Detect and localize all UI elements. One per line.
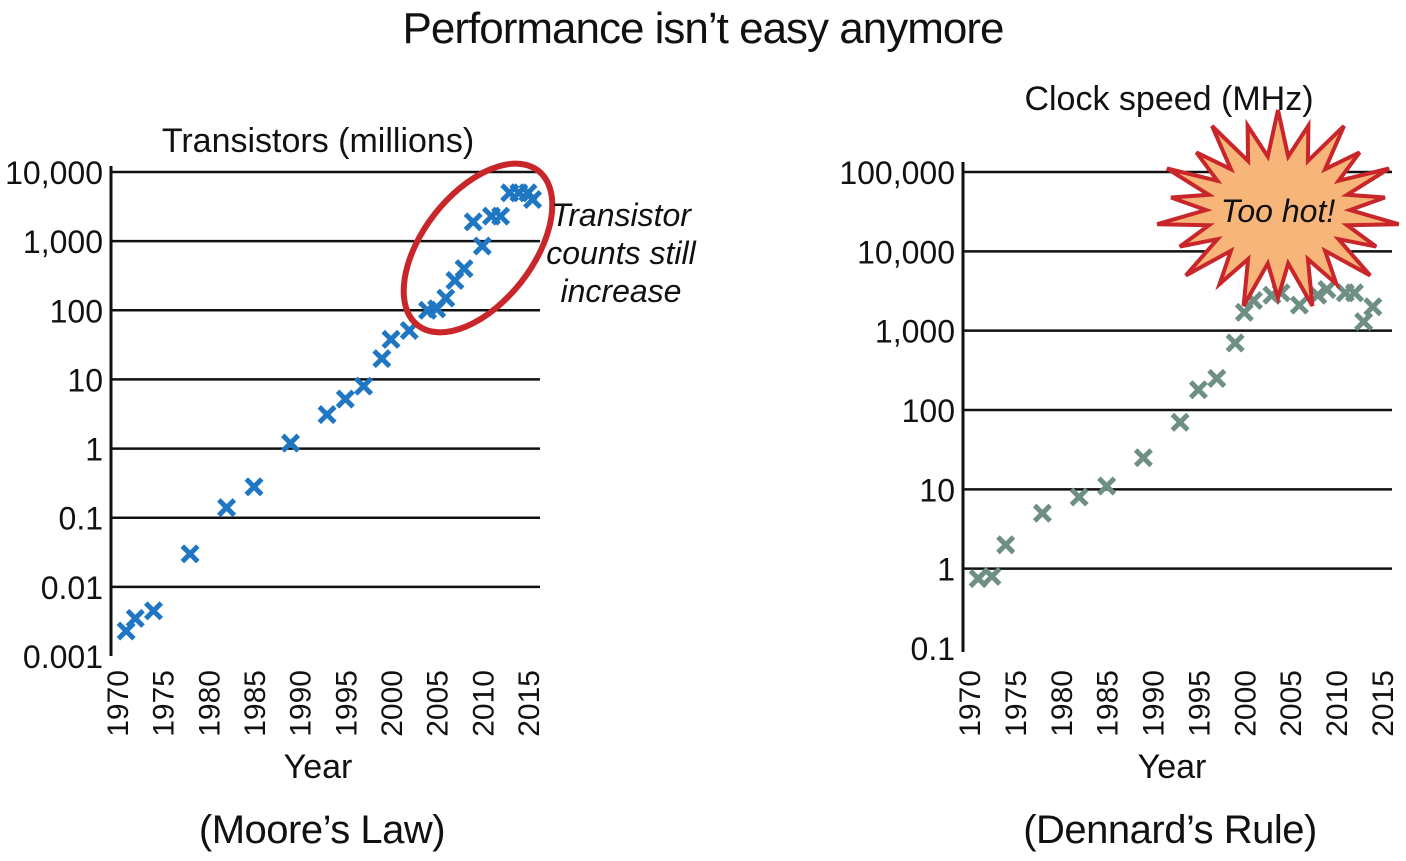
clock-speed-y-tick-labels: 0.1 1 10 100 1,000 10,000 100,000 — [839, 155, 955, 667]
clock-speed-x-tick-label: 2015 — [1367, 670, 1400, 737]
transistor-x-axis-label: Year — [284, 748, 353, 786]
transistor-y-tick-label: 10,000 — [5, 155, 103, 191]
transistor-annotation-line: increase — [561, 273, 682, 309]
clock-speed-data-point — [1354, 312, 1374, 332]
transistor-y-tick-label: 0.001 — [23, 639, 103, 675]
transistor-data-point — [381, 329, 401, 349]
transistor-y-tick-label: 0.01 — [41, 570, 103, 606]
transistor-data-point — [491, 206, 511, 226]
clock-speed-data-point — [982, 566, 1002, 586]
clock-speed-x-axis-label: Year — [1138, 748, 1207, 786]
moores-law-caption: (Moore’s Law) — [198, 808, 446, 852]
clock-speed-y-tick-label: 100 — [902, 393, 955, 429]
transistor-y-tick-label: 1,000 — [23, 224, 103, 260]
transistor-y-tick-label: 100 — [50, 293, 103, 329]
transistor-x-tick-label: 2005 — [422, 670, 455, 737]
transistor-highlight-ellipse — [400, 160, 556, 336]
clock-speed-x-tick-label: 2005 — [1275, 670, 1308, 737]
transistor-data-point — [372, 349, 392, 369]
transistor-x-tick-label: 1975 — [148, 670, 181, 737]
transistor-x-tick-label: 1970 — [102, 670, 135, 737]
transistor-x-tick-label: 1995 — [330, 670, 363, 737]
page-title: Performance isn’t easy anymore — [402, 4, 1005, 53]
clock-speed-data-point — [1069, 487, 1089, 507]
clock-speed-data-point — [1032, 503, 1052, 523]
clock-speed-data-points — [968, 279, 1383, 589]
transistor-data-point — [454, 259, 474, 279]
transistor-data-point — [335, 389, 355, 409]
clock-speed-data-point — [1344, 283, 1365, 303]
transistor-data-point — [399, 320, 419, 341]
transistor-annotation-line: counts still — [546, 235, 696, 271]
clock-speed-data-point — [968, 569, 988, 589]
clock-speed-x-tick-label: 2000 — [1229, 670, 1262, 737]
clock-speed-data-point — [1188, 380, 1208, 400]
clock-speed-chart-title: Clock speed (MHz) — [1024, 80, 1313, 118]
transistor-data-points — [116, 183, 543, 641]
transistor-x-tick-label: 1985 — [239, 670, 272, 737]
transistor-data-point — [523, 189, 543, 210]
clock-speed-x-tick-label: 1970 — [954, 670, 987, 737]
clock-speed-x-tick-label: 1980 — [1046, 670, 1079, 737]
transistor-x-tick-label: 1980 — [193, 670, 226, 737]
transistor-data-point — [317, 405, 337, 425]
transistor-x-tick-label: 2010 — [467, 670, 500, 737]
clock-speed-data-point — [1289, 295, 1309, 315]
transistor-x-tick-label: 2000 — [376, 670, 409, 737]
transistor-y-tick-label: 10 — [67, 362, 103, 398]
transistor-y-tick-label: 0.1 — [59, 501, 103, 537]
transistor-data-point — [143, 601, 164, 621]
clock-speed-y-tick-label: 10,000 — [857, 234, 955, 270]
clock-speed-x-tick-label: 1995 — [1183, 670, 1216, 737]
transistor-data-point — [436, 288, 456, 308]
clock-speed-data-point — [1097, 476, 1117, 496]
clock-speed-chart: Clock speed (MHz) 0.1 1 10 100 1,000 10,000 10… — [839, 80, 1400, 786]
dennards-rule-caption: (Dennard’s Rule) — [1023, 808, 1317, 852]
transistor-data-point — [280, 433, 301, 453]
clock-speed-x-tick-labels: 1970 1975 1980 1985 1990 1995 2000 2005 2010 2015 — [954, 670, 1400, 737]
too-hot-starburst: Too hot! — [1156, 109, 1400, 307]
transistor-y-tick-label: 1 — [85, 432, 103, 468]
transistor-data-point — [125, 608, 145, 628]
clock-speed-data-point — [1133, 448, 1153, 468]
clock-speed-data-point — [996, 535, 1016, 555]
clock-speed-data-point — [1170, 412, 1190, 432]
clock-speed-x-tick-label: 1975 — [1000, 670, 1033, 737]
transistor-x-tick-label: 1990 — [285, 670, 318, 737]
transistor-data-point — [180, 544, 200, 564]
clock-speed-x-tick-label: 1985 — [1092, 670, 1125, 737]
clock-speed-data-point — [1207, 368, 1227, 388]
clock-speed-data-point — [1225, 333, 1245, 353]
clock-speed-data-point — [1317, 279, 1337, 300]
transistor-chart-title: Transistors (millions) — [162, 122, 474, 160]
transistor-x-tick-label: 2015 — [513, 670, 546, 737]
transistor-data-point — [463, 212, 483, 232]
transistor-data-point — [472, 236, 492, 256]
transistor-gridlines — [111, 170, 540, 589]
clock-speed-y-tick-label: 1 — [937, 552, 955, 588]
transistor-data-point — [244, 477, 264, 497]
clock-speed-y-tick-label: 1,000 — [875, 314, 955, 350]
transistor-data-point — [354, 376, 374, 396]
clock-speed-data-point — [1363, 297, 1383, 317]
clock-speed-y-tick-label: 0.1 — [911, 631, 955, 667]
clock-speed-x-tick-label: 1990 — [1138, 670, 1171, 737]
too-hot-label: Too hot! — [1221, 193, 1336, 229]
clock-speed-y-tick-label: 100,000 — [839, 155, 955, 191]
transistor-y-tick-labels: 0.001 0.01 0.1 1 10 100 1,000 10,000 — [5, 155, 103, 675]
transistor-x-tick-labels: 1970 1975 1980 1985 1990 1995 2000 2005 2010 2015 — [102, 670, 546, 737]
clock-speed-y-tick-label: 10 — [919, 472, 955, 508]
transistor-chart: Transistors (millions) 0.001 0.01 0.1 1 10 10… — [5, 122, 696, 786]
transistor-annotation-line: Transistor — [551, 197, 692, 233]
transistor-data-point — [217, 498, 237, 518]
clock-speed-x-tick-label: 2010 — [1321, 670, 1354, 737]
starburst-shape — [1156, 109, 1400, 307]
